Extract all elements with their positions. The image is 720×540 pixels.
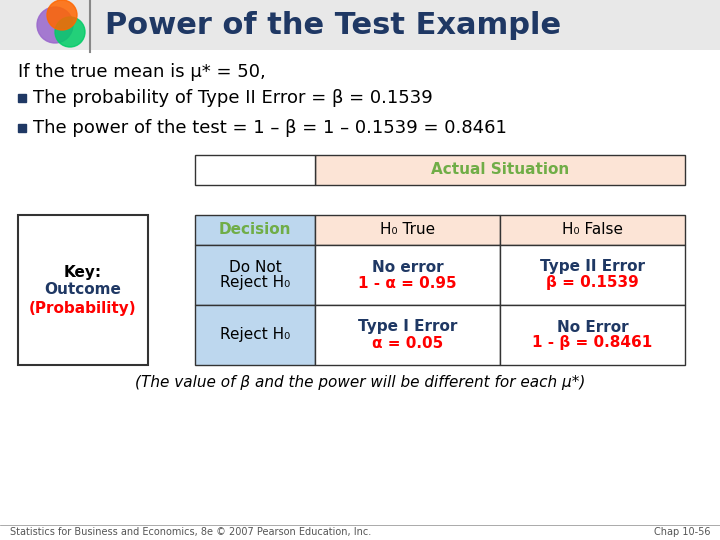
Circle shape: [37, 7, 73, 43]
Text: 1 - β = 0.8461: 1 - β = 0.8461: [532, 335, 652, 350]
Text: Power of the Test Example: Power of the Test Example: [105, 10, 561, 39]
Circle shape: [55, 17, 85, 47]
Bar: [18, 124, 26, 132]
Text: β = 0.1539: β = 0.1539: [546, 275, 639, 291]
FancyBboxPatch shape: [195, 245, 315, 305]
Text: Outcome: Outcome: [45, 282, 122, 298]
FancyBboxPatch shape: [500, 215, 685, 245]
FancyBboxPatch shape: [195, 305, 315, 365]
Text: H₀ False: H₀ False: [562, 222, 623, 238]
Text: 1 - α = 0.95: 1 - α = 0.95: [358, 275, 456, 291]
Text: Decision: Decision: [219, 222, 292, 238]
FancyBboxPatch shape: [315, 245, 500, 305]
FancyBboxPatch shape: [315, 215, 500, 245]
Bar: [18, 94, 26, 102]
FancyBboxPatch shape: [315, 155, 685, 185]
Text: Actual Situation: Actual Situation: [431, 163, 569, 178]
Text: Key:: Key:: [64, 265, 102, 280]
Text: Reject H₀: Reject H₀: [220, 275, 290, 291]
Circle shape: [47, 0, 77, 30]
Text: Chap 10-56: Chap 10-56: [654, 527, 710, 537]
Text: α = 0.05: α = 0.05: [372, 335, 443, 350]
Text: Do Not: Do Not: [229, 260, 282, 274]
Text: No Error: No Error: [557, 320, 629, 334]
Text: The power of the test = 1 – β = 1 – 0.1539 = 0.8461: The power of the test = 1 – β = 1 – 0.15…: [33, 119, 507, 137]
Text: No error: No error: [372, 260, 444, 274]
Text: Type I Error: Type I Error: [358, 320, 457, 334]
FancyBboxPatch shape: [18, 215, 148, 365]
Text: Reject H₀: Reject H₀: [220, 327, 290, 342]
Text: If the true mean is μ* = 50,: If the true mean is μ* = 50,: [18, 63, 266, 81]
Text: The probability of Type II Error = β = 0.1539: The probability of Type II Error = β = 0…: [33, 89, 433, 107]
FancyBboxPatch shape: [500, 305, 685, 365]
Text: Statistics for Business and Economics, 8e © 2007 Pearson Education, Inc.: Statistics for Business and Economics, 8…: [10, 527, 372, 537]
Text: (Probability): (Probability): [30, 300, 137, 315]
FancyBboxPatch shape: [315, 305, 500, 365]
Text: H₀ True: H₀ True: [380, 222, 435, 238]
Text: Type II Error: Type II Error: [540, 260, 645, 274]
FancyBboxPatch shape: [500, 245, 685, 305]
FancyBboxPatch shape: [0, 0, 720, 50]
Text: (The value of β and the power will be different for each μ*): (The value of β and the power will be di…: [135, 375, 585, 390]
FancyBboxPatch shape: [195, 215, 315, 245]
FancyBboxPatch shape: [195, 155, 315, 185]
